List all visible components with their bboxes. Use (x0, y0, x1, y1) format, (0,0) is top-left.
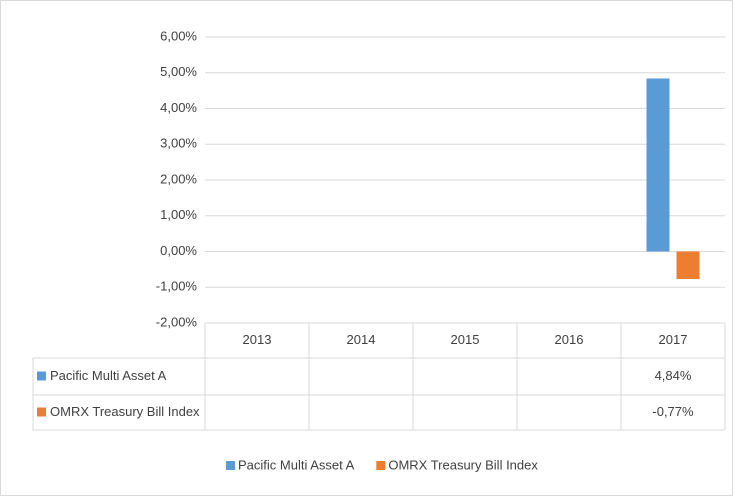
legend-label: OMRX Treasury Bill Index (388, 457, 538, 472)
bar (646, 78, 670, 252)
legend-key (376, 461, 386, 470)
y-tick-label: 1,00% (160, 207, 197, 222)
y-tick-label: -1,00% (156, 279, 198, 294)
y-tick-label: 6,00% (160, 28, 197, 43)
y-tick-label: 5,00% (160, 64, 197, 79)
table-legend-key (37, 407, 46, 417)
x-tick-label: 2014 (347, 332, 376, 347)
legend-key (226, 461, 235, 470)
legend-label: Pacific Multi Asset A (238, 457, 355, 472)
table-row-label: Pacific Multi Asset A (50, 368, 167, 383)
y-tick-label: 4,00% (160, 100, 197, 115)
table-legend-key (37, 371, 46, 381)
x-tick-label: 2016 (555, 332, 584, 347)
x-tick-label: 2013 (243, 332, 272, 347)
table-value: -0,77% (652, 404, 694, 419)
bar (676, 251, 700, 280)
x-tick-label: 2017 (659, 332, 688, 347)
y-tick-label: 3,00% (160, 136, 197, 151)
y-tick-label: 0,00% (160, 243, 197, 258)
y-tick-label: -2,00% (156, 314, 198, 329)
y-tick-label: 2,00% (160, 171, 197, 186)
table-row-label: OMRX Treasury Bill Index (50, 404, 200, 419)
x-tick-label: 2015 (451, 332, 480, 347)
table-value: 4,84% (655, 368, 692, 383)
